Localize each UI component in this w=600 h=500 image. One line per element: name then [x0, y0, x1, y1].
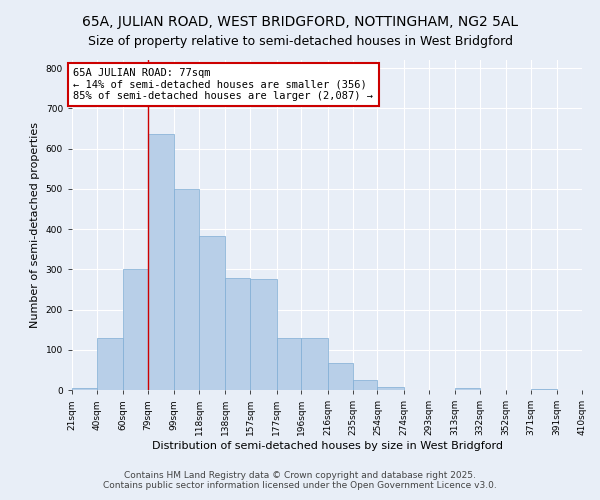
Bar [123, 270, 148, 390]
Bar [531, 389, 557, 390]
Bar [199, 236, 226, 390]
Bar [250, 280, 277, 390]
Bar [72, 388, 97, 390]
Y-axis label: Number of semi-detached properties: Number of semi-detached properties [30, 122, 40, 328]
Bar [301, 338, 328, 390]
Text: Size of property relative to semi-detached houses in West Bridgford: Size of property relative to semi-detach… [88, 35, 512, 48]
Bar [226, 278, 250, 390]
Bar [277, 338, 301, 390]
Text: Contains HM Land Registry data © Crown copyright and database right 2025.
Contai: Contains HM Land Registry data © Crown c… [103, 470, 497, 490]
Text: 65A, JULIAN ROAD, WEST BRIDGFORD, NOTTINGHAM, NG2 5AL: 65A, JULIAN ROAD, WEST BRIDGFORD, NOTTIN… [82, 15, 518, 29]
X-axis label: Distribution of semi-detached houses by size in West Bridgford: Distribution of semi-detached houses by … [151, 441, 503, 451]
Bar [97, 338, 123, 390]
Text: 65A JULIAN ROAD: 77sqm
← 14% of semi-detached houses are smaller (356)
85% of se: 65A JULIAN ROAD: 77sqm ← 14% of semi-det… [73, 68, 373, 101]
Bar [328, 362, 353, 390]
Bar [148, 134, 174, 390]
Bar [455, 388, 480, 390]
Bar [377, 387, 404, 390]
Bar [353, 380, 377, 390]
Bar [174, 189, 199, 390]
